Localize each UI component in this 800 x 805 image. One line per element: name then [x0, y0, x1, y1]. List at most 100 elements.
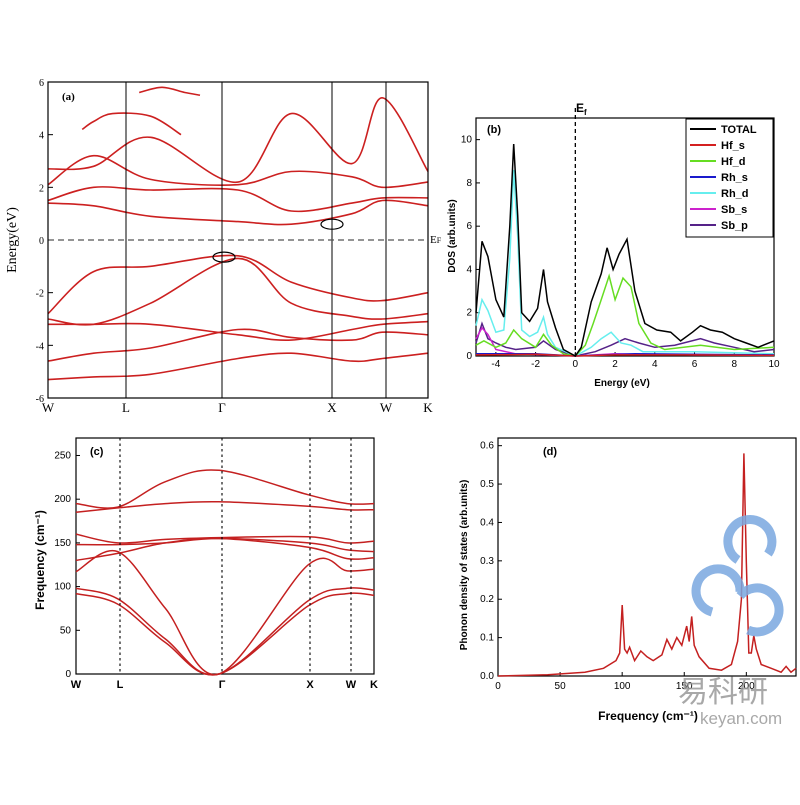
panel-a-fermi-label: EF — [430, 234, 442, 246]
panel-a-kpoint-label: Γ — [218, 400, 226, 415]
panel-b-xtick-label: 2 — [612, 359, 618, 370]
panel-b-ytick-label: 6 — [466, 221, 472, 232]
panel-d-frame — [497, 437, 797, 677]
panel-a-kpoint-label: L — [122, 400, 130, 415]
panel-d-ytick-label: 0.1 — [480, 633, 494, 644]
panel-c-phonon-branch — [75, 592, 375, 676]
panel-d-ytick-label: 0.5 — [480, 479, 494, 490]
panel-a-band — [47, 254, 429, 315]
panel-b-series-sb_p — [475, 321, 775, 357]
panel-b-legend-label: Sb_p — [721, 220, 748, 232]
panel-a-band — [47, 328, 429, 362]
panel-a-band — [48, 320, 429, 342]
panel-c-kpoint-label: L — [117, 679, 124, 691]
panel-c-phonon-dispersion: (c) Frequency (cm⁻¹) 0 50 100 150 200 250 W L Γ… — [33, 437, 378, 691]
panel-b-legend-label: Rh_s — [721, 172, 748, 184]
panel-d-ylabel: Phonon density of states (arb.units) — [459, 480, 470, 651]
panel-b-legend-label: Sb_s — [721, 204, 747, 216]
panel-a-ytick-label: 0 — [39, 236, 44, 247]
panel-d-ytick-label: 0.4 — [480, 517, 494, 528]
watermark-chinese: 易科研 — [678, 676, 768, 709]
panel-a-ytick-label: -2 — [36, 289, 44, 300]
panel-b-xtick-label: 4 — [652, 359, 658, 370]
panel-c-ytick-label: 200 — [54, 494, 71, 505]
panel-b-ytick-label: 4 — [466, 264, 472, 275]
panel-b-xtick-label: 6 — [692, 359, 698, 370]
panel-c-phonon-branch — [75, 533, 375, 544]
panel-c-phonon-branch — [75, 587, 375, 676]
panel-c-kpoint-label: W — [346, 679, 357, 691]
panel-a-band — [47, 199, 429, 226]
panel-b-legend-label: Hf_d — [721, 156, 745, 168]
panel-c-frame — [75, 437, 375, 675]
panel-b-ylabel: DOS (arb.units) — [447, 199, 458, 272]
panel-b-frame — [475, 117, 775, 357]
panel-b-series-hf_d — [475, 273, 775, 357]
panel-d-ytick-label: 0.3 — [480, 556, 494, 567]
panel-a-band — [47, 352, 429, 381]
panel-b-ytick-label: 10 — [461, 135, 473, 146]
panel-b-series-sb_s — [475, 326, 774, 357]
panel-a-band — [47, 257, 429, 326]
panel-d-label: (d) — [543, 446, 557, 458]
watermark-logo: 易科研 keyan.com — [678, 515, 784, 728]
watermark-url: keyan.com — [700, 709, 782, 728]
panel-d-xtick-label: 50 — [555, 681, 567, 692]
panel-b-xtick-label: 0 — [573, 359, 579, 370]
panel-b-xtick-label: 8 — [731, 359, 737, 370]
panel-a-vbm-marker — [212, 251, 236, 263]
logo-ring-left — [691, 564, 745, 617]
panel-a-band — [81, 112, 182, 136]
panel-d-xtick-label: 100 — [614, 681, 631, 692]
panel-c-phonon-branch — [75, 537, 375, 553]
panel-a-band-structure: (a) Energy(eV) -6 -4 -2 0 2 4 6 W L Γ X W K EF — [5, 78, 442, 415]
panel-c-kpoint-label: X — [306, 679, 314, 691]
panel-a-ytick-label: -4 — [36, 341, 44, 352]
panel-c-kpoint-label: Γ — [219, 679, 226, 691]
panel-c-ylabel: Frequency (cm⁻¹) — [33, 510, 47, 610]
panel-c-phonon-branch — [75, 500, 375, 514]
panel-a-kpoint-label: X — [327, 400, 337, 415]
panel-a-label: (a) — [62, 91, 75, 103]
panel-a-ytick-label: 4 — [39, 131, 44, 142]
panel-a-ytick-label: -6 — [36, 394, 44, 405]
panel-a-band — [139, 86, 201, 96]
panel-b-series-total — [475, 143, 775, 357]
panel-b-ytick-label: 2 — [466, 308, 472, 319]
panel-a-kpoint-label: W — [380, 400, 393, 415]
panel-a-band — [47, 154, 429, 189]
panel-c-phonon-branch — [75, 469, 375, 509]
panel-a-ytick-label: 2 — [39, 183, 44, 194]
panel-c-phonon-branch — [75, 537, 375, 562]
panel-c-kpoint-label: K — [370, 679, 378, 691]
panel-a-ylabel: Energy(eV) — [5, 207, 20, 273]
panel-b-dos: (b) Energy (eV) DOS (arb.units) Ef -4 -2 0… — [447, 101, 780, 389]
logo-ring-right — [736, 583, 784, 637]
panel-d-xtick-label: 150 — [676, 681, 693, 692]
panel-a-band — [47, 97, 429, 183]
panel-b-ytick-label: 8 — [466, 178, 472, 189]
panel-d-ytick-label: 0.2 — [480, 594, 494, 605]
panel-c-ytick-label: 0 — [65, 669, 71, 680]
panel-d-xtick-label: 0 — [495, 681, 501, 692]
panel-a-band — [47, 186, 429, 213]
panel-a-frame — [47, 81, 429, 399]
panel-b-xtick-label: -2 — [531, 359, 540, 370]
panel-b-xtick-label: 10 — [768, 359, 780, 370]
logo-ring-top — [723, 515, 777, 564]
panel-c-ytick-label: 50 — [60, 625, 72, 636]
panel-b-fermi-label: Ef — [576, 101, 587, 117]
panel-a-kpoint-label: K — [423, 400, 433, 415]
panel-c-phonon-branch — [75, 549, 375, 676]
panel-b-xlabel: Energy (eV) — [594, 378, 650, 389]
panel-b-legend-label: TOTAL — [721, 124, 757, 136]
panel-c-kpoint-label: W — [71, 679, 82, 691]
panel-c-ytick-label: 150 — [54, 538, 71, 549]
panel-d-ytick-label: 0.0 — [480, 671, 494, 682]
panel-a-ytick-label: 6 — [39, 78, 44, 89]
panel-d-phonon-dos-curve — [497, 453, 797, 677]
panel-b-series-rh_d — [475, 169, 775, 357]
panel-a-kpoint-label: W — [42, 400, 55, 415]
panel-c-ytick-label: 250 — [54, 450, 71, 461]
